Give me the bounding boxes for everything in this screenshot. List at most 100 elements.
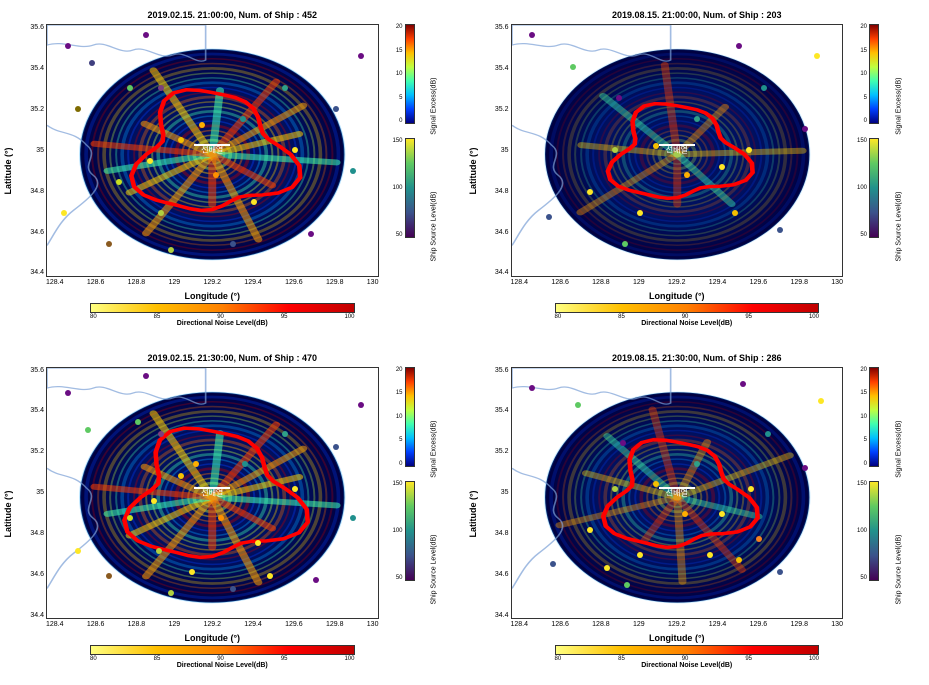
ship-marker	[814, 53, 820, 59]
x-ticks: 128.4128.6128.8129129.2129.4129.6129.813…	[46, 279, 379, 289]
ship-marker	[529, 32, 535, 38]
colorbar-source-ticks: 50100150	[853, 481, 867, 581]
panel-0: 2019.02.15. 21:00:00, Num. of Ship : 452…	[10, 10, 455, 333]
y-ticks: 34.434.634.83535.235.435.6	[26, 367, 44, 620]
colorbar-signal-ticks: 05101520	[389, 367, 403, 467]
ship-marker	[230, 241, 236, 247]
ship-marker	[218, 515, 224, 521]
ship-marker	[682, 511, 688, 517]
ship-marker	[550, 561, 556, 567]
ship-marker	[587, 527, 593, 533]
colorbar-directional-label: Directional Noise Level(dB)	[90, 320, 355, 327]
colorbar-signal-ticks: 05101520	[853, 367, 867, 467]
ship-marker	[89, 60, 95, 66]
y-axis-label: Latitude (°)	[3, 490, 13, 537]
ship-marker	[292, 147, 298, 153]
colorbar-directional-label: Directional Noise Level(dB)	[555, 662, 820, 669]
panel-grid: 2019.02.15. 21:00:00, Num. of Ship : 452…	[10, 10, 919, 675]
ship-marker	[622, 241, 628, 247]
ship-marker	[740, 381, 746, 387]
colorbar-signal-ticks: 05101520	[853, 24, 867, 124]
ship-marker	[604, 565, 610, 571]
colorbar-signal-excess	[405, 24, 415, 124]
ship-marker	[637, 552, 643, 558]
ship-marker	[308, 231, 314, 237]
colorbar-directional-wrap: 80859095100Directional Noise Level(dB)	[90, 645, 355, 671]
x-ticks: 128.4128.6128.8129129.2129.4129.6129.813…	[46, 621, 379, 631]
ship-marker	[358, 53, 364, 59]
colorbar-ship-source	[405, 138, 415, 238]
y-ticks: 34.434.634.83535.235.435.6	[491, 367, 509, 620]
ship-marker	[147, 158, 153, 164]
ship-marker	[333, 106, 339, 112]
colorbar-source-label: Ship Source Level(dB)	[431, 192, 438, 262]
ship-marker	[143, 32, 149, 38]
ship-marker	[158, 85, 164, 91]
colorbar-signal-label: Signal Excess(dB)	[896, 78, 903, 135]
ship-marker	[719, 164, 725, 170]
ship-marker	[736, 43, 742, 49]
array-label: 선배열	[201, 145, 223, 156]
x-axis-label: Longitude (°)	[649, 291, 705, 301]
ship-marker	[255, 540, 261, 546]
x-axis-label: Longitude (°)	[649, 633, 705, 643]
ship-marker	[213, 172, 219, 178]
ship-marker	[684, 172, 690, 178]
colorbar-directional	[90, 303, 355, 313]
ship-marker	[127, 515, 133, 521]
ship-marker	[116, 179, 122, 185]
ship-marker	[168, 247, 174, 253]
y-axis-label: Latitude (°)	[468, 490, 478, 537]
ship-marker	[570, 64, 576, 70]
plot-area: 선배열	[511, 367, 844, 620]
ship-marker	[65, 43, 71, 49]
colorbar-ship-source	[869, 138, 879, 238]
array-label: 선배열	[201, 487, 223, 498]
ship-marker	[736, 557, 742, 563]
ship-marker	[240, 116, 246, 122]
y-axis-label: Latitude (°)	[468, 148, 478, 195]
ship-marker	[168, 590, 174, 596]
ship-marker	[358, 402, 364, 408]
ship-marker	[777, 227, 783, 233]
ship-marker	[616, 95, 622, 101]
ship-marker	[135, 419, 141, 425]
ship-marker	[719, 511, 725, 517]
ship-marker	[242, 461, 248, 467]
plot-area: 선배열	[46, 367, 379, 620]
x-axis-label: Longitude (°)	[184, 633, 240, 643]
colorbar-signal-label: Signal Excess(dB)	[896, 420, 903, 477]
colorbar-signal-excess	[405, 367, 415, 467]
ship-marker	[178, 137, 184, 143]
ship-marker	[756, 536, 762, 542]
ship-marker	[193, 461, 199, 467]
ship-marker	[267, 573, 273, 579]
plot-area: 선배열	[46, 24, 379, 277]
colorbar-directional-wrap: 80859095100Directional Noise Level(dB)	[555, 645, 820, 671]
ship-marker	[75, 106, 81, 112]
colorbar-ship-source	[869, 481, 879, 581]
colorbar-signal-excess	[869, 367, 879, 467]
ship-marker	[251, 199, 257, 205]
colorbar-directional	[90, 645, 355, 655]
colorbar-source-label: Ship Source Level(dB)	[431, 534, 438, 604]
panel-1: 2019.08.15. 21:00:00, Num. of Ship : 203…	[475, 10, 920, 333]
ship-marker	[158, 210, 164, 216]
ship-marker	[333, 444, 339, 450]
panel-title: 2019.08.15. 21:30:00, Num. of Ship : 286	[612, 353, 782, 363]
ship-marker	[529, 385, 535, 391]
colorbar-directional-wrap: 80859095100Directional Noise Level(dB)	[90, 303, 355, 329]
colorbar-source-ticks: 50100150	[853, 138, 867, 238]
panel-2: 2019.02.15. 21:30:00, Num. of Ship : 470…	[10, 353, 455, 676]
ship-marker	[765, 431, 771, 437]
ship-marker	[61, 210, 67, 216]
ship-marker	[282, 85, 288, 91]
colorbar-directional	[555, 303, 820, 313]
colorbar-signal-label: Signal Excess(dB)	[431, 420, 438, 477]
ship-marker	[230, 586, 236, 592]
panel-3: 2019.08.15. 21:30:00, Num. of Ship : 286…	[475, 353, 920, 676]
ship-marker	[587, 189, 593, 195]
x-ticks: 128.4128.6128.8129129.2129.4129.6129.813…	[511, 279, 844, 289]
ship-marker	[151, 498, 157, 504]
ship-marker	[199, 122, 205, 128]
